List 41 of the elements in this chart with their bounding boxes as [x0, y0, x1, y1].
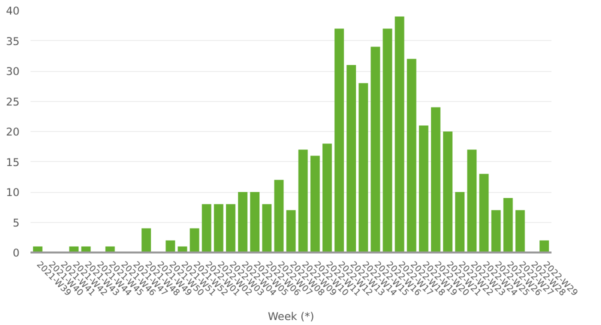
bar [455, 192, 465, 252]
bar [346, 64, 356, 252]
y-tick-label: 25 [6, 95, 20, 108]
bar [298, 150, 308, 252]
bar [274, 180, 284, 252]
bar [467, 150, 477, 252]
y-tick-label: 35 [6, 34, 20, 48]
bar [431, 107, 440, 252]
bar [370, 46, 380, 252]
bar [394, 16, 404, 252]
bar [226, 204, 236, 252]
bar [479, 174, 489, 252]
bar [540, 240, 549, 252]
bar [310, 156, 320, 252]
bar [166, 240, 176, 252]
bar [515, 210, 525, 252]
bar [358, 83, 368, 252]
bar [322, 144, 332, 252]
bar [406, 58, 416, 252]
bar [418, 125, 428, 252]
y-tick-label: 0 [12, 246, 20, 260]
bar [238, 192, 248, 252]
bar [503, 198, 513, 252]
y-tick-label: 20 [6, 126, 20, 138]
y-tick-label: 10 [6, 186, 20, 199]
y-tick-label: 40 [6, 4, 20, 18]
bar [262, 204, 272, 252]
bar [334, 28, 344, 252]
bar [202, 204, 212, 252]
bar [142, 228, 151, 252]
bar [250, 192, 260, 252]
y-tick-label: 15 [6, 156, 20, 169]
bar [214, 204, 224, 252]
bar [190, 228, 200, 252]
bar [443, 132, 452, 252]
y-tick-label: 30 [6, 65, 20, 78]
bar [382, 28, 392, 252]
bar [491, 210, 501, 252]
x-axis-title: Week (*) [268, 310, 314, 323]
bar [286, 210, 296, 252]
y-tick-label: 5 [12, 216, 20, 230]
